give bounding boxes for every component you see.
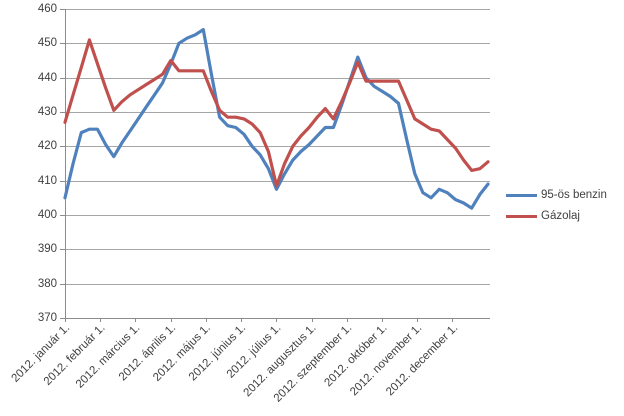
- series-line-g-zolaj: [63, 38, 490, 188]
- y-axis-label: 380: [37, 277, 57, 290]
- y-axis-label: 400: [37, 209, 57, 221]
- y-axis-label: 420: [37, 140, 57, 153]
- series-line-95-s-benzin: [63, 28, 490, 210]
- legend-item-gazolaj: Gázolaj: [506, 210, 607, 222]
- legend-item-benzin: 95-ös benzin: [506, 189, 607, 201]
- y-axis-label: 410: [37, 174, 57, 187]
- legend-label-benzin: 95-ös benzin: [541, 189, 607, 201]
- y-axis-label: 370: [37, 312, 57, 324]
- y-axis-label: 460: [37, 3, 57, 15]
- y-axis-label: 390: [37, 243, 57, 256]
- legend-label-gazolaj: Gázolaj: [541, 210, 580, 222]
- gazolaj-line-swatch-icon: [506, 214, 537, 218]
- y-axis-label: 430: [37, 106, 57, 118]
- benzin-line-swatch-icon: [506, 193, 537, 197]
- legend: 95-ös benzin Gázolaj: [506, 189, 607, 222]
- y-axis-label: 440: [37, 71, 57, 84]
- y-axis-label: 450: [37, 37, 57, 50]
